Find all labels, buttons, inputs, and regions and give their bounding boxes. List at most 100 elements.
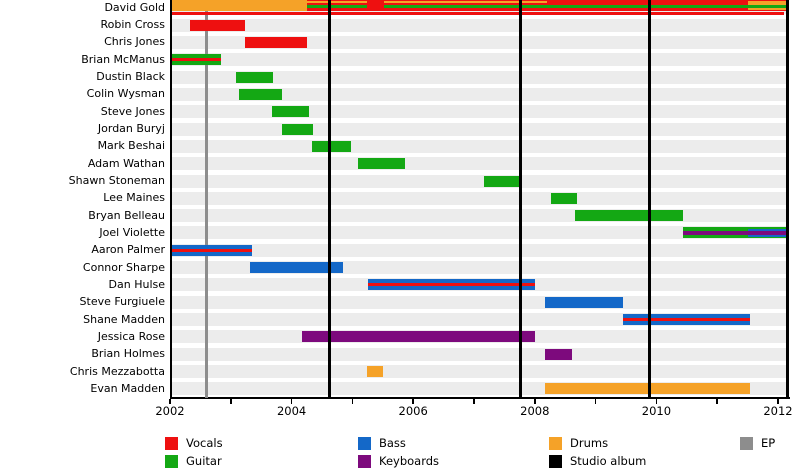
bar-jessica-rose <box>301 331 535 343</box>
x-axis-tick <box>534 399 536 404</box>
bar-layer-green <box>574 210 684 222</box>
studio-album-line <box>647 0 651 398</box>
bar-layer-green <box>272 106 309 118</box>
bar-layer-red <box>747 9 788 11</box>
member-label-lee-maines: Lee Maines <box>103 191 165 205</box>
bar-layer-green <box>747 4 788 8</box>
bar-layer-green <box>239 88 283 100</box>
legend-swatch-orange <box>549 437 562 450</box>
bar-lee-maines <box>550 192 578 204</box>
row-band <box>170 365 789 379</box>
member-label-chris-jones: Chris Jones <box>104 35 165 49</box>
bar-joel-violette <box>683 227 788 239</box>
legend-swatch-black <box>549 455 562 468</box>
bar-layer-blue <box>747 234 788 238</box>
row-band <box>170 87 789 101</box>
member-label-robin-cross: Robin Cross <box>100 18 165 32</box>
row-band <box>170 35 789 49</box>
bar-brian-holmes <box>544 348 572 360</box>
bar-shane-madden <box>622 314 751 326</box>
bar-mark-beshai <box>312 140 352 152</box>
row-band <box>170 70 789 84</box>
ep-release-line <box>204 0 208 398</box>
row-band <box>170 295 789 309</box>
x-axis-tick <box>169 399 171 404</box>
member-label-jessica-rose: Jessica Rose <box>97 329 165 343</box>
member-label-jordan-buryj: Jordan Buryj <box>97 122 165 136</box>
member-label-aaron-palmer: Aaron Palmer <box>91 243 165 257</box>
bar-colin-wysman <box>239 88 283 100</box>
row-band <box>170 243 789 257</box>
bar-layer-green <box>546 4 748 8</box>
member-label-chris-mezzabotta: Chris Mezzabotta <box>69 364 165 378</box>
member-label-joel-violette: Joel Violette <box>99 225 165 239</box>
row-band <box>170 18 789 32</box>
member-label-david-gold: David Gold <box>104 0 165 14</box>
row-band <box>170 53 789 67</box>
bar-david-gold <box>366 0 384 9</box>
bar-bryan-belleau <box>574 210 684 222</box>
bar-jordan-buryj <box>282 123 314 135</box>
legend-label: Bass <box>379 436 406 450</box>
bar-layer-red <box>368 283 535 287</box>
plot-area: David Gold Robin Cross Chris Jones Brian Mc… <box>69 0 790 398</box>
x-axis-tick <box>716 399 718 404</box>
bar-joel-violette <box>747 227 788 238</box>
bar-robin-cross <box>190 19 245 31</box>
member-label-bryan-belleau: Bryan Belleau <box>88 208 165 222</box>
row-band <box>170 157 789 171</box>
bar-layer-red <box>622 317 751 322</box>
bar-layer-orange <box>544 383 751 395</box>
bar-evan-madden <box>544 383 751 395</box>
x-axis-tick <box>351 399 354 404</box>
x-axis: 2002 2004 2006 2008 2010 2012 <box>0 396 800 420</box>
x-axis-tick-label: 2004 <box>276 404 307 418</box>
bar-layer-purple <box>301 331 535 343</box>
member-label-mark-beshai: Mark Beshai <box>97 139 165 153</box>
row-band <box>170 122 789 136</box>
bar-layer-orange <box>171 0 308 11</box>
bar-dan-hulse <box>368 279 535 291</box>
bar-connor-sharpe <box>250 262 344 274</box>
bar-chris-jones <box>244 36 308 48</box>
bar-layer-red <box>747 0 788 1</box>
bar-layer-green <box>550 192 578 204</box>
x-axis-tick-label: 2008 <box>520 404 550 418</box>
legend-swatch-green <box>165 455 178 468</box>
bar-layer-red <box>171 248 253 252</box>
bar-layer-purple <box>683 231 788 235</box>
row-band <box>170 105 789 119</box>
bar-david-gold <box>546 0 748 11</box>
x-axis-tick-label: 2012 <box>763 404 793 418</box>
bar-david-gold <box>171 0 308 11</box>
legend-swatch-purple <box>358 455 371 468</box>
bar-layer-blue <box>545 296 623 308</box>
x-axis-tick <box>594 399 597 404</box>
legend-label: Drums <box>570 436 609 450</box>
bar-aaron-palmer <box>171 244 253 256</box>
x-axis-tick <box>412 399 414 404</box>
row-band <box>170 139 789 153</box>
x-axis-tick <box>655 399 658 404</box>
bar-layer-blue <box>747 228 788 232</box>
member-label-steve-jones: Steve Jones <box>100 104 165 118</box>
member-label-colin-wysman: Colin Wysman <box>86 87 165 101</box>
bar-layer-green <box>282 123 314 135</box>
legend-label: Studio album <box>570 454 647 468</box>
x-axis-line <box>170 397 790 399</box>
x-axis-tick-label: 2010 <box>641 404 672 418</box>
legend-swatch-gray <box>740 437 753 450</box>
bar-brian-mcmanus <box>171 54 222 66</box>
member-label-brian-holmes: Brian Holmes <box>91 347 165 361</box>
studio-album-line <box>786 0 790 398</box>
bar-layer-purple <box>544 348 572 360</box>
row-band <box>170 209 789 223</box>
legend-label: Guitar <box>186 454 222 468</box>
member-label-evan-madden: Evan Madden <box>90 381 165 395</box>
row-band <box>170 226 789 240</box>
bar-layer-green <box>312 140 352 152</box>
bar-layer-green <box>357 158 405 170</box>
x-axis-tick <box>473 399 475 404</box>
bar-layer-red <box>171 12 785 15</box>
row-band <box>170 191 789 205</box>
